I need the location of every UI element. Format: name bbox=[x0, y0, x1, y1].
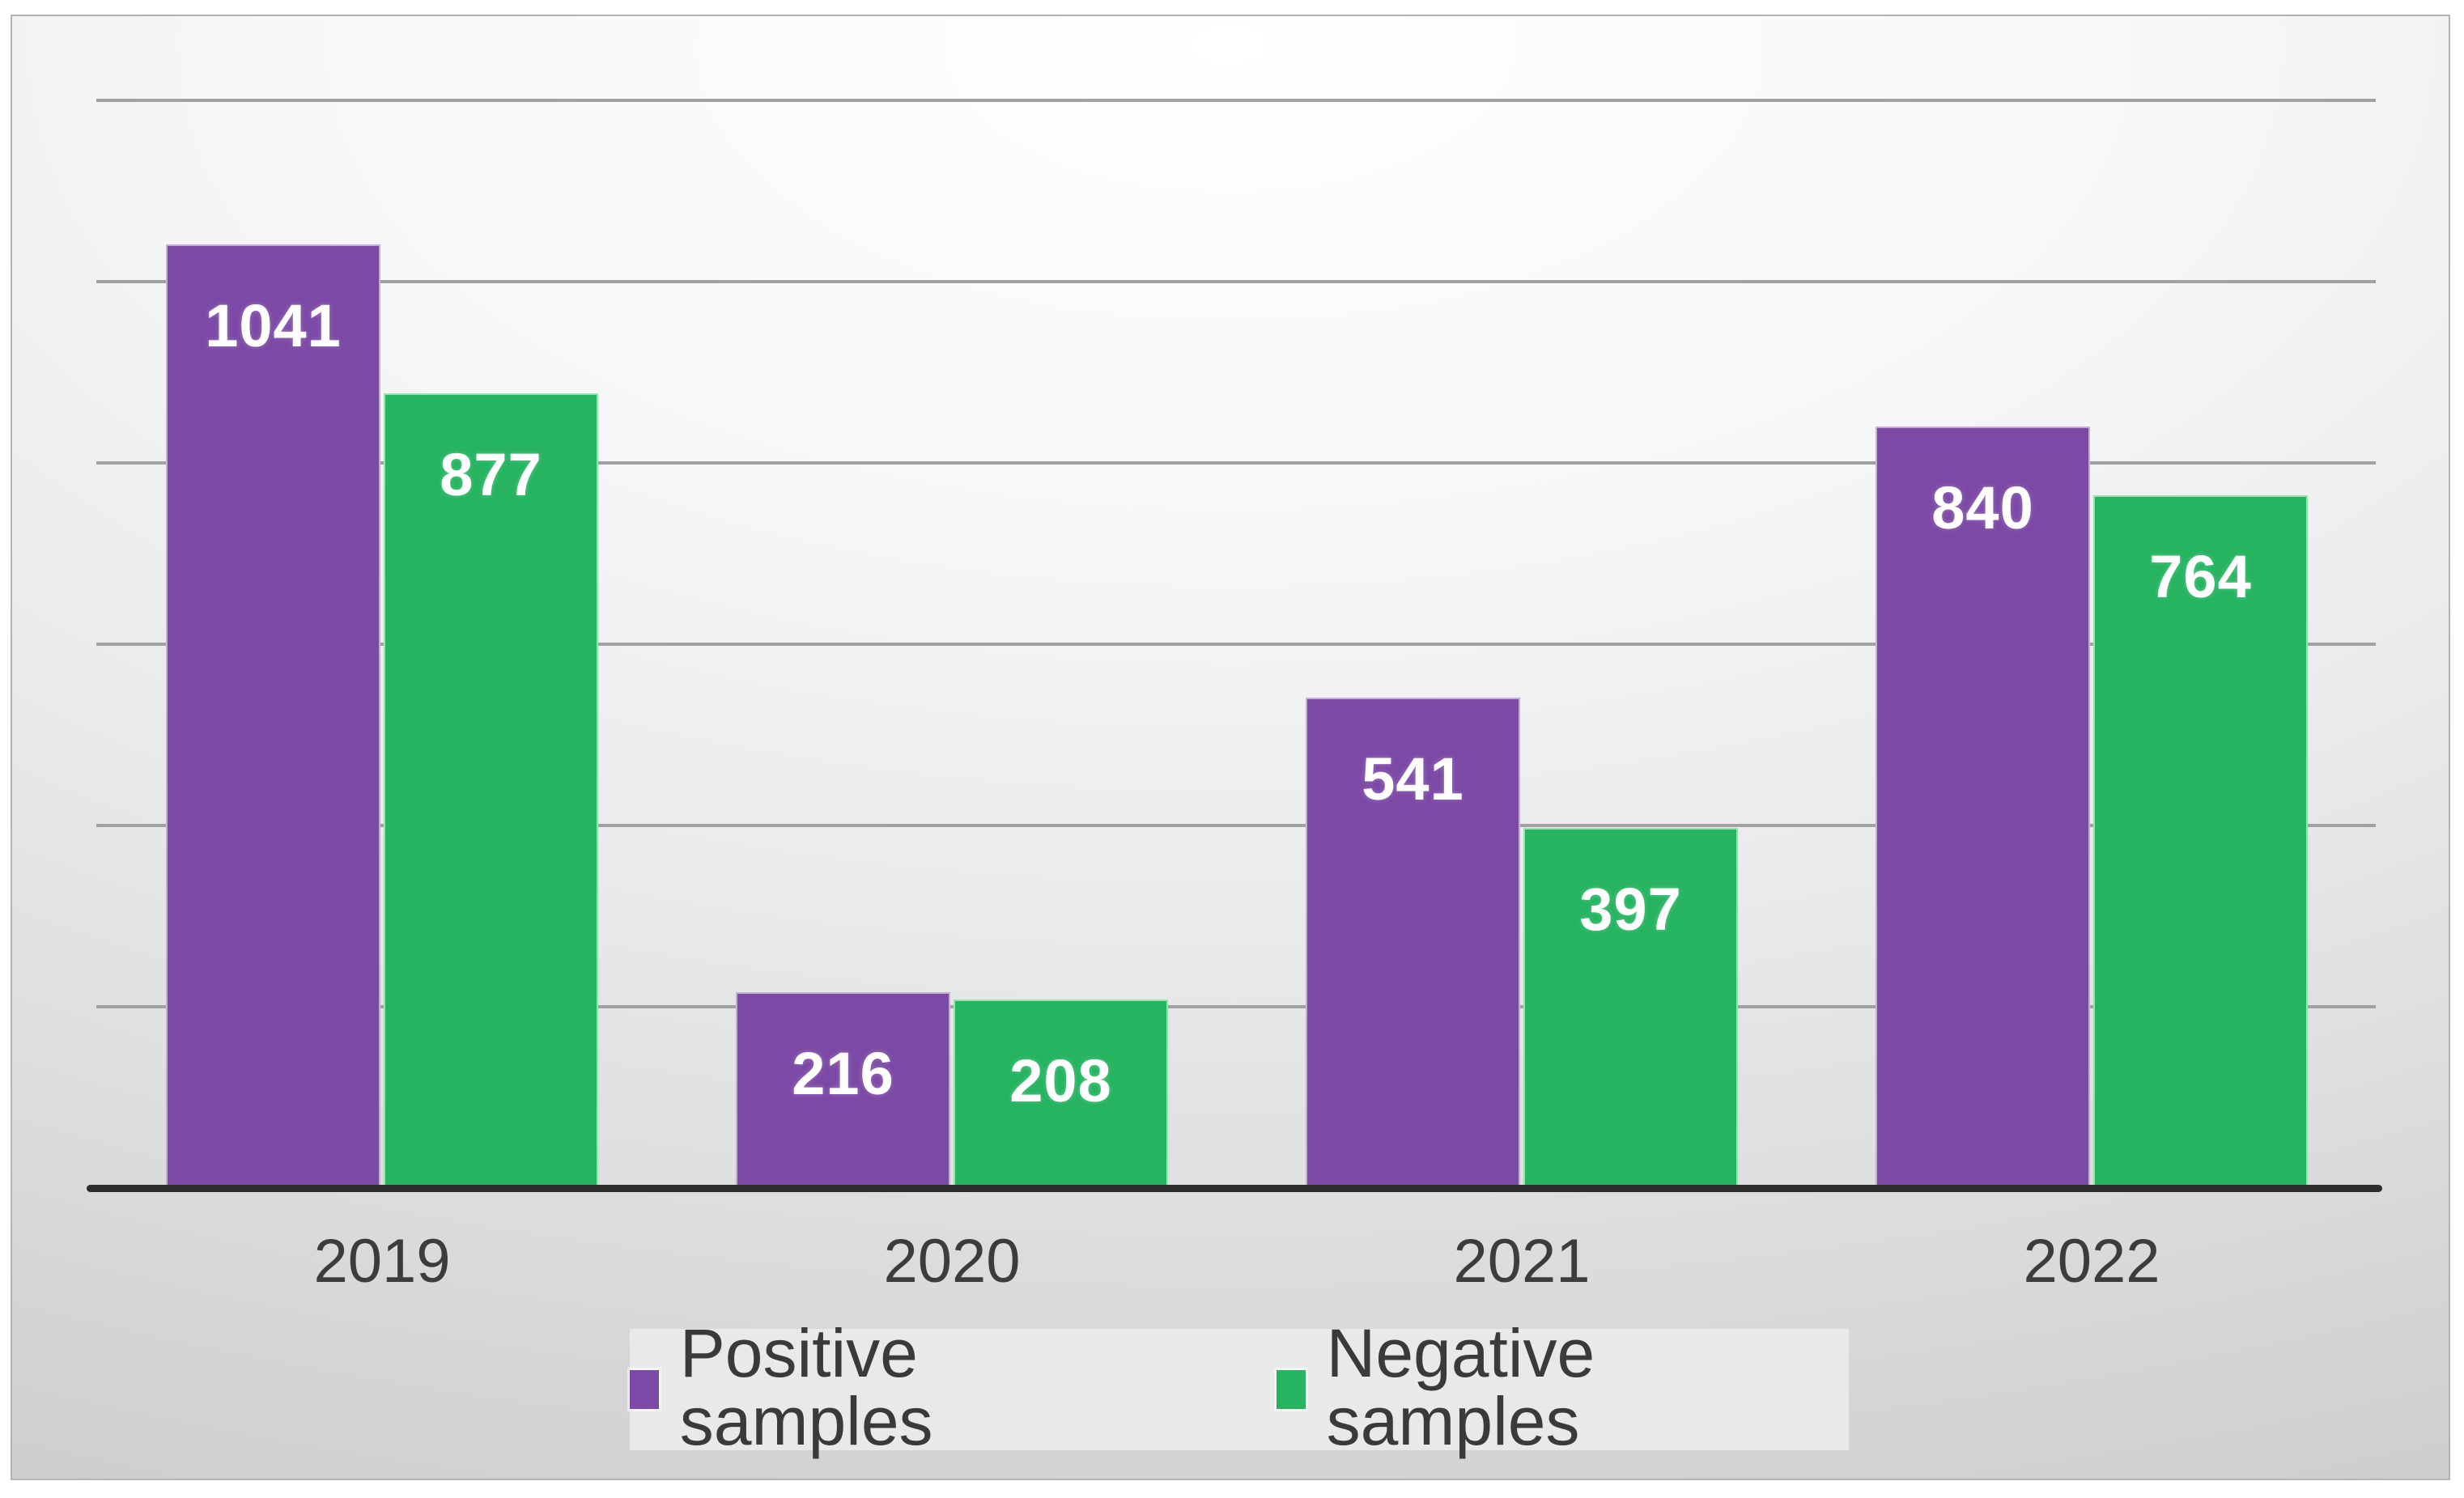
x-axis-label-2020: 2020 bbox=[883, 1227, 1021, 1296]
legend-item-negative-samples: Negative samples bbox=[1276, 1315, 1849, 1460]
bar-negative-samples-2021: 397 bbox=[1523, 828, 1738, 1188]
data-label: 877 bbox=[440, 440, 542, 508]
x-axis-line bbox=[87, 1185, 2382, 1192]
legend-item-positive-samples: Positive samples bbox=[630, 1319, 1173, 1460]
bar-positive-samples-2020: 216 bbox=[736, 992, 950, 1188]
gridline-1200 bbox=[96, 99, 2376, 102]
data-label: 216 bbox=[792, 1040, 894, 1108]
gridline-200 bbox=[96, 1005, 2376, 1008]
data-label: 764 bbox=[2149, 543, 2252, 611]
gridline-800 bbox=[96, 461, 2376, 465]
x-axis-label-2022: 2022 bbox=[2023, 1227, 2160, 1296]
data-label: 208 bbox=[1009, 1047, 1112, 1115]
gridline-1000 bbox=[96, 280, 2376, 283]
bar-negative-samples-2020: 208 bbox=[954, 999, 1168, 1188]
positive-samples-swatch-icon bbox=[630, 1370, 659, 1409]
x-axis-label-2019: 2019 bbox=[313, 1227, 451, 1296]
data-label: 840 bbox=[1931, 474, 2034, 542]
x-axis-label-2021: 2021 bbox=[1453, 1227, 1591, 1296]
bar-positive-samples-2021: 541 bbox=[1306, 698, 1520, 1188]
gridline-600 bbox=[96, 643, 2376, 646]
bar-positive-samples-2019: 1041 bbox=[166, 244, 380, 1188]
data-label: 397 bbox=[1579, 876, 1682, 944]
positive-samples-legend-label: Positive samples bbox=[679, 1315, 933, 1459]
bar-positive-samples-2022: 840 bbox=[1876, 426, 2090, 1188]
legend: Positive samples Negative samples bbox=[630, 1319, 1849, 1455]
bar-chart-figure: 1041 877 216 208 541 397 840 764 2019 2020 2021 20… bbox=[11, 15, 2450, 1480]
data-label: 1041 bbox=[205, 292, 342, 360]
bar-negative-samples-2019: 877 bbox=[384, 393, 598, 1188]
bar-negative-samples-2022: 764 bbox=[2093, 495, 2308, 1188]
gridline-400 bbox=[96, 824, 2376, 827]
data-label: 541 bbox=[1362, 745, 1464, 813]
negative-samples-swatch-icon bbox=[1276, 1370, 1306, 1409]
negative-samples-legend-label: Negative samples bbox=[1326, 1315, 1595, 1459]
